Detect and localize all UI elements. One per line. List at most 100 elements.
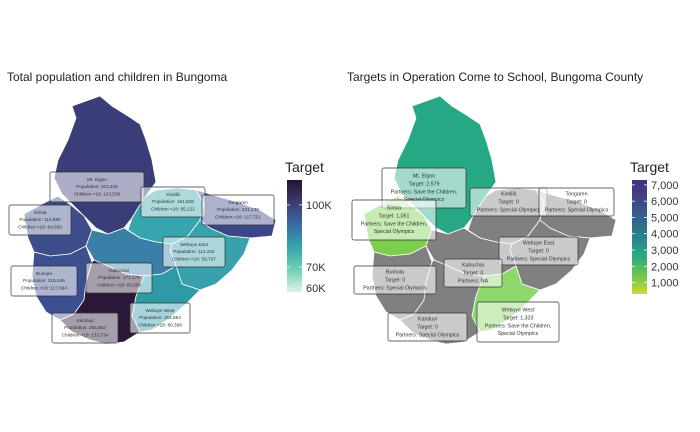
label-line: Target: 0 [385,277,406,283]
legend-tick-label: 4,000 [651,229,679,241]
label-line: Partners: Special Olympics [507,256,571,262]
label-line: Mt. Elgon [413,174,435,180]
label-line: Webuye East [180,242,208,247]
label-box-frame [201,194,275,226]
label-line: Partners: Special Olympics [477,207,541,213]
label-box-kanduyi: Kanduyi Target: 0 Partners: Special Olympi… [387,312,468,342]
label-line: Children <18: 117,694 [21,285,67,290]
label-line: Partners: Save the Children, [391,189,458,195]
label-box-frame [85,262,153,294]
label-box-frame [351,199,437,241]
label-line: Kimilili [166,192,179,197]
legend-tick-label: 5,000 [651,212,679,224]
label-box-frame [353,265,437,295]
label-line: Population: 161,828 [152,199,194,204]
legend-tick-label: 6,000 [651,196,679,208]
label-line: Partners: Special Olympics [545,207,609,213]
label-box-kimilili: Kimilili Population: 161,828 Children <18:… [140,186,206,218]
label-line: Webuye West [145,308,175,313]
label-line: Target: 0 [417,324,438,330]
label-line: Kabuchai [462,262,484,268]
legend-tick-label: 60K [306,283,326,295]
legend-tick-label: 3,000 [651,245,679,257]
label-line: Target: 0 [566,199,587,205]
legend-tick-label: 70K [306,262,326,274]
label-box-kabuchai: Kabuchai Population: 171,175 Children <18:… [85,262,153,294]
label-box-frame [443,258,503,288]
label-line: Population: 113,985 [19,217,61,222]
label-box-frame [8,204,72,236]
label-box-mt-elgon: Mt. Elgon Population: 203,426 Children <18… [49,171,145,203]
label-box-frame [162,236,226,268]
label-line: Webuye West [502,308,535,314]
label-box-frame [51,312,119,344]
label-line: Partners: Save the Children, [361,221,428,227]
label-line: Population: 114,242 [173,249,215,254]
label-box-tongaren: Tongaren Population: 221,139 Children <18:… [201,194,275,226]
label-line: Bumula [36,271,52,276]
label-box-sirisia: Sirisia Population: 113,985 Children <18: … [8,204,72,236]
label-line: Partners: NA [458,278,489,284]
legend-title: Target [630,159,669,175]
label-box-webuye-east: Webuye East Population: 114,242 Children <… [162,236,226,268]
label-line: Target: 0 [498,199,519,205]
label-line: Webuye East [523,240,555,246]
label-line: Population: 284,862 [64,325,106,330]
legend-title: Target [285,159,324,175]
label-line: Population: 221,139 [217,207,259,212]
label-box-bumula: Bumula Population: 215,546 Children <18: 1… [10,265,78,297]
label-line: Special Olympics [374,229,415,235]
panel-2-title: Targets in Operation Come to School, Bun… [347,70,644,84]
label-line: Tongaren [228,200,248,205]
label-box-frame [476,301,560,343]
label-line: Partners: Save the Children, [485,323,552,329]
label-line: Partners: Special Olympics [396,332,460,338]
panel-1-legend: Target 60K 70K 100K [285,159,332,295]
label-line: Kimilili [501,191,516,197]
label-line: Population: 215,546 [23,278,65,283]
label-line: Mt. Elgon [87,177,107,182]
label-line: Sirisia [34,210,47,215]
label-box-frame [129,302,191,334]
legend-tick-label: 100K [306,200,332,212]
legend-colorbar [632,180,647,294]
label-line: Target: 0 [463,270,484,276]
label-line: Special Olympics [498,331,539,337]
panel-2-legend: Target 1,000 2,000 3,000 4,000 5,000 6,000 7,00… [630,159,679,294]
label-line: Target: 2,579 [409,181,440,187]
label-line: Population: 171,175 [98,275,140,280]
label-line: Sirisia [387,206,401,212]
label-line: Target: 1,333 [503,315,534,321]
label-line: Kanduyi [77,318,94,323]
label-box-webuye-west: Webuye West Population: 151,854 Children <… [129,302,191,334]
label-line: Children <18: 93,509 [97,282,141,287]
label-line: Kabuchai [109,268,129,273]
label-line: Children <18: 80,398 [138,322,182,327]
label-line: Partners: Special Olympics [363,285,427,291]
label-line: Kanduyi [418,316,437,322]
label-line: Children <18: 133,734 [62,332,109,337]
label-line: Population: 151,854 [139,315,181,320]
panel-1-title: Total population and children in Bungoma [7,70,228,84]
label-line: Children <18: 64,959 [18,224,62,229]
label-line: Population: 203,426 [76,184,118,189]
label-line: Children <18: 85,122 [151,206,195,211]
label-line: Children <18: 123,538 [74,191,121,196]
label-box-tongaren: Tongaren Target: 0 Partners: Special Olymp… [538,187,615,217]
label-box-kimilili: Kimilili Target: 0 Partners: Special Olymp… [469,187,548,217]
legend-tick-label: 2,000 [651,261,679,273]
label-box-webuye-east: Webuye East Target: 0 Partners: Special Ol… [498,236,579,266]
label-box-frame [10,265,78,297]
legend-tick-label: 7,000 [651,180,679,192]
label-box-bumula: Bumula Target: 0 Partners: Special Olympic… [353,265,437,295]
label-line: Target: 0 [528,248,549,254]
label-box-kabuchai: Kabuchai Target: 0 Partners: NA [443,258,503,288]
label-line: Tongaren [565,191,587,197]
label-line: Target: 1,051 [379,213,410,219]
label-box-kanduyi: Kanduyi Population: 284,862 Children <18: … [51,312,119,344]
label-box-frame [387,312,468,342]
legend-colorbar [287,180,302,292]
